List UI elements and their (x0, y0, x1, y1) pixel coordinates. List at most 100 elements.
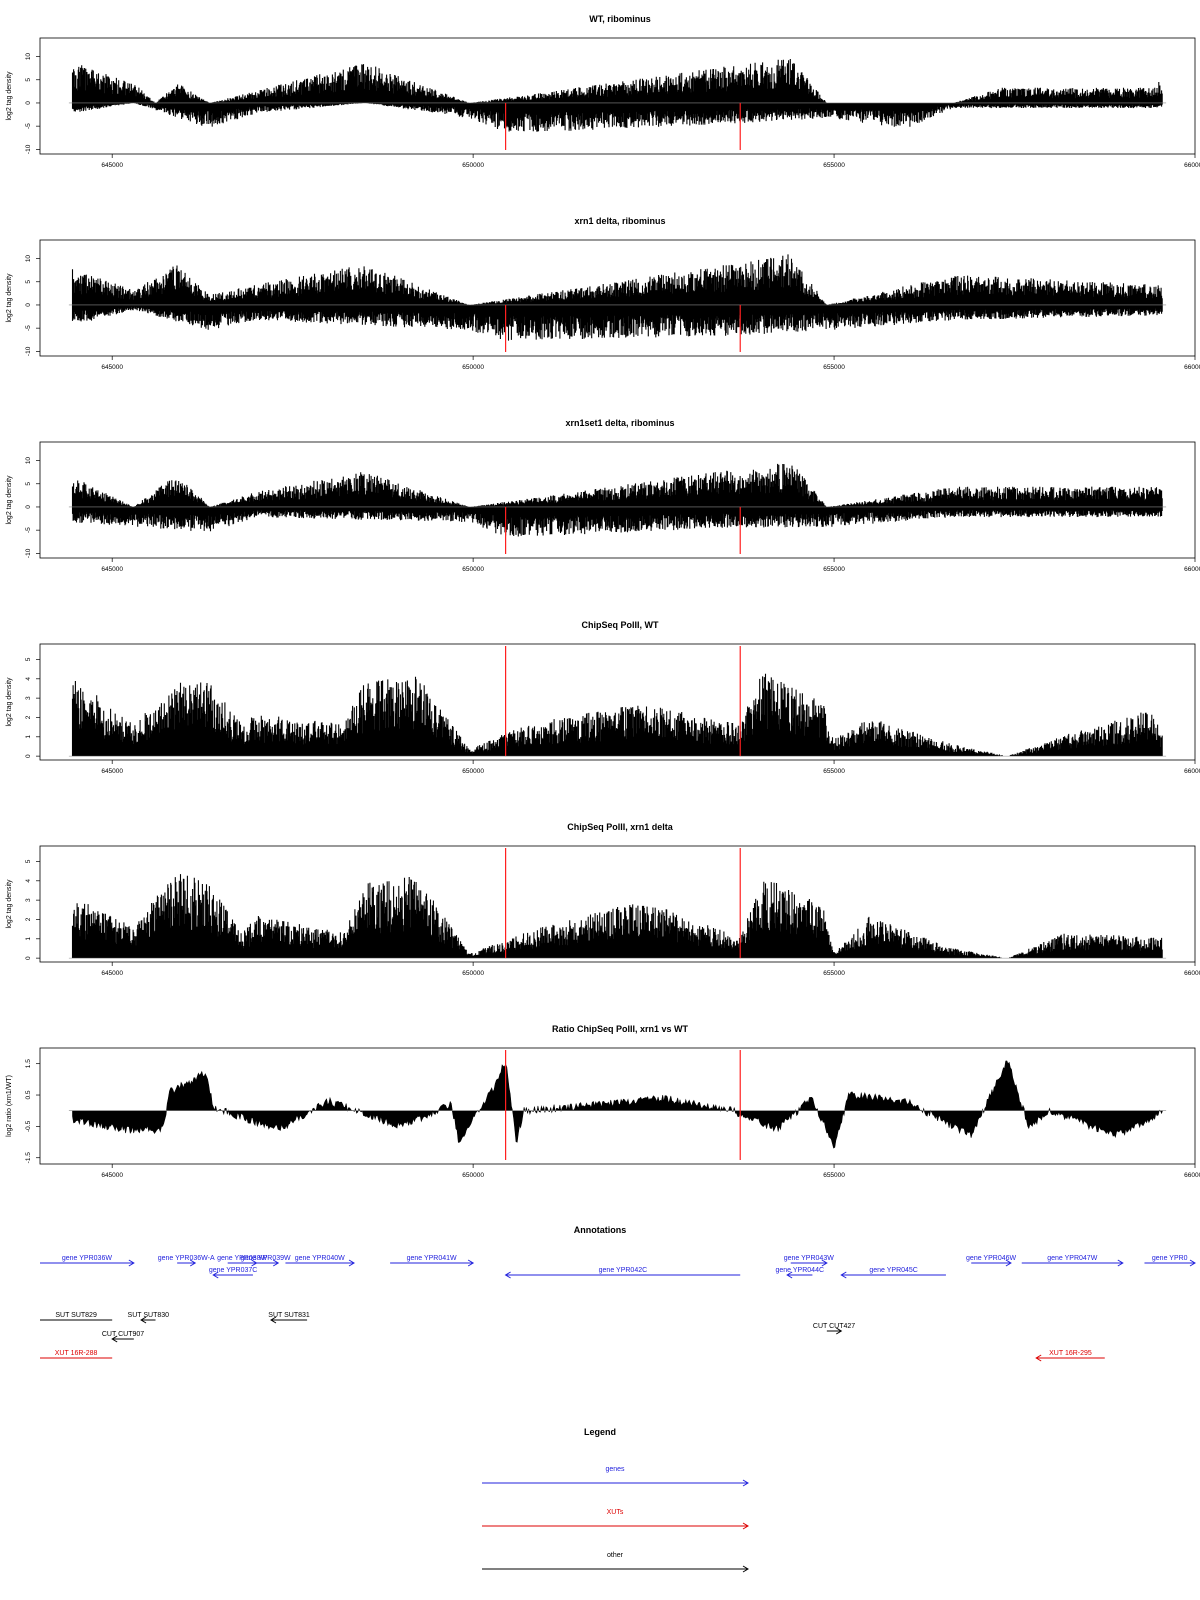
feature-label: gene YPR041W (407, 1255, 457, 1262)
feature-label: gene YPR045C (869, 1267, 918, 1274)
data-area (71, 463, 1163, 537)
annotations-panel: Annotations gene YPR036W gene YPR036W-A ge… (40, 1225, 1196, 1362)
chart-panel-2: xrn1 delta, ribominus log2 tag density 645… (6, 216, 1200, 371)
y-tick-label: -5 (25, 527, 32, 533)
feature-label: CUT CUT427 (813, 1323, 855, 1330)
y-tick-label: -5 (25, 123, 32, 129)
x-tick-label: 660000 (1184, 970, 1200, 977)
chart-panel-1: WT, ribominus log2 tag density 645000 65000… (6, 14, 1200, 169)
arrow-head (111, 1335, 118, 1343)
y-tick-label: 10 (25, 457, 32, 465)
annotation-feature: gene YPR045C (840, 1267, 946, 1279)
x-tick-label: 660000 (1184, 566, 1200, 573)
feature-label: SUT SUT829 (55, 1312, 97, 1319)
y-tick-label: -10 (25, 346, 32, 356)
y-tick-label: 5 (25, 859, 32, 863)
annotations-title: Annotations (574, 1225, 627, 1235)
arrow-head (840, 1271, 847, 1279)
feature-label: gene YPR040W (295, 1255, 345, 1262)
data-bars-series-1 (71, 463, 1163, 507)
feature-label: gene YPR046W (966, 1255, 1016, 1262)
annotation-feature: CUT CUT427 (813, 1323, 855, 1335)
y-tick-label: 0 (25, 754, 32, 758)
chart-panel-4: ChipSeq PolII, WT log2 tag density 645000 6… (6, 620, 1200, 775)
chart-title: ChipSeq PolII, WT (582, 620, 659, 630)
arrow-head (212, 1271, 219, 1279)
legend: Legend genes XUTs other (482, 1427, 749, 1573)
chart-title: ChipSeq PolII, xrn1 delta (567, 822, 674, 832)
plot-frame (39, 239, 1196, 357)
arrow-head (189, 1259, 197, 1267)
y-tick-label: 3 (25, 696, 32, 700)
legend-entry: other (482, 1552, 749, 1573)
x-tick-label: 645000 (101, 364, 123, 371)
arrow-head (1035, 1354, 1042, 1362)
y-axis-label: log2 tag density (6, 71, 13, 121)
plot-frame (39, 37, 1196, 155)
x-tick-label: 650000 (462, 768, 484, 775)
annotation-feature: SUT SUT829 (40, 1312, 113, 1321)
annotation-feature: gene YPR046W (966, 1255, 1016, 1267)
feature-label: gene YPR039W (241, 1255, 291, 1262)
arrow-head (504, 1271, 511, 1279)
x-tick-label: 655000 (823, 768, 845, 775)
arrow-head (270, 1316, 277, 1324)
y-tick-label: -10 (25, 144, 32, 154)
y-tick-label: 5 (25, 78, 32, 82)
x-tick-label: 650000 (462, 162, 484, 169)
y-tick-label: 5 (25, 482, 32, 486)
plot-frame (39, 1047, 1196, 1165)
chart-panel-6: Ratio ChipSeq PolII, xrn1 vs WT log2 rati… (6, 1024, 1200, 1179)
y-axis-label: log2 tag density (6, 677, 13, 727)
y-tick-label: 0 (25, 505, 32, 509)
y-tick-label: 0 (25, 956, 32, 960)
y-axis-label: log2 tag density (6, 475, 13, 525)
annotation-feature: SUT SUT831 (268, 1312, 310, 1324)
x-tick-label: 645000 (101, 768, 123, 775)
chart-panel-3: xrn1set1 delta, ribominus log2 tag densit… (6, 418, 1200, 573)
arrow-head (742, 1522, 749, 1530)
chart-title: xrn1 delta, ribominus (574, 216, 665, 226)
legend-label: other (607, 1552, 624, 1559)
y-tick-label: 1 (25, 937, 32, 941)
x-tick-label: 645000 (101, 162, 123, 169)
y-tick-label: 2 (25, 917, 32, 921)
annotation-feature: gene YPR036W (40, 1255, 135, 1267)
legend-label: genes (605, 1466, 625, 1473)
annotation-feature: gene YPR042C (504, 1267, 741, 1279)
data-bars-series-2 (71, 103, 1163, 132)
y-tick-label: 10 (25, 53, 32, 61)
arrow-head (1005, 1259, 1012, 1267)
feature-label: gene YPR037C (209, 1267, 258, 1274)
data-bars-series-1 (71, 673, 1163, 757)
x-tick-label: 655000 (823, 364, 845, 371)
y-axis-label: log2 ratio (xrn1/WT) (6, 1075, 13, 1137)
arrow-head (836, 1327, 843, 1335)
feature-label: CUT CUT907 (102, 1331, 144, 1338)
annotation-feature: XUT 16R-288 (40, 1350, 113, 1359)
data-area (71, 254, 1163, 341)
x-tick-label: 650000 (462, 566, 484, 573)
annotation-feature: gene YPR036W-A (158, 1255, 215, 1267)
ratio-area (72, 1060, 1163, 1149)
annotation-feature: gene YPR047W (1021, 1255, 1124, 1267)
x-tick-label: 650000 (462, 970, 484, 977)
data-bars-series-1 (71, 59, 1163, 103)
y-tick-label: -1.5 (25, 1152, 32, 1164)
arrow-head (786, 1271, 793, 1279)
data-area (72, 1060, 1163, 1149)
feature-label: SUT SUT830 (128, 1312, 170, 1319)
annotation-feature: gene YPR044C (776, 1267, 824, 1279)
annotation-feature: XUT 16R-295 (1035, 1350, 1105, 1362)
y-tick-label: 0 (25, 303, 32, 307)
y-tick-label: 2 (25, 715, 32, 719)
arrow-head (128, 1259, 135, 1267)
y-axis-label: log2 tag density (6, 273, 13, 323)
y-tick-label: 1.5 (25, 1059, 32, 1068)
annotation-feature: SUT SUT830 (128, 1312, 170, 1324)
x-tick-label: 655000 (823, 566, 845, 573)
data-bars-series-1 (71, 874, 1163, 959)
feature-label: gene YPR043W (784, 1255, 834, 1262)
data-area (71, 59, 1163, 132)
